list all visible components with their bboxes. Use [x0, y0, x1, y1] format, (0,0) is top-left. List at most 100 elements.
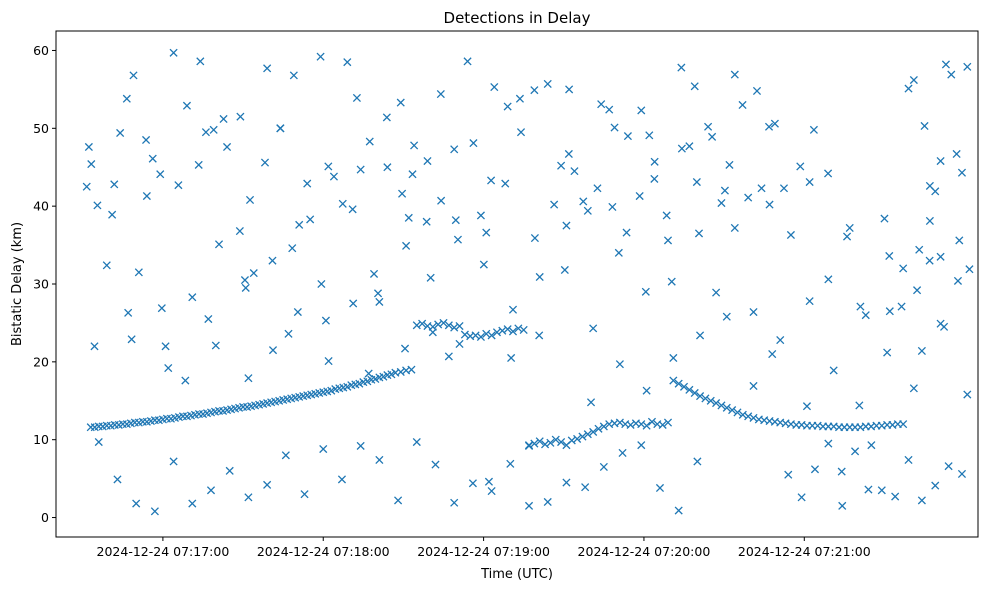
scatter-point — [693, 457, 702, 466]
scatter-point — [605, 105, 614, 114]
scatter-point — [514, 324, 523, 333]
data-markers — [82, 48, 974, 516]
scatter-point — [436, 89, 445, 99]
scatter-point — [508, 327, 518, 336]
scatter-point — [194, 160, 203, 169]
scatter-point — [422, 217, 431, 226]
scatter-point — [102, 261, 111, 270]
scatter-point — [535, 331, 544, 340]
scatter-point — [412, 321, 421, 330]
scatter-point — [867, 441, 876, 450]
scatter-point — [503, 102, 512, 111]
scatter-point — [263, 64, 272, 73]
scatter-point — [356, 441, 365, 450]
scatter-point — [669, 376, 678, 385]
x-axis-ticks: 2024-12-24 07:17:00 2024-12-24 07:18:00 20… — [97, 537, 871, 559]
y-tick-label: 10 — [33, 432, 49, 447]
scatter-point — [317, 279, 326, 289]
scatter-point — [530, 234, 539, 243]
scatter-point — [550, 200, 559, 209]
scatter-point — [260, 158, 270, 167]
x-axis-label: Time (UTC) — [480, 567, 553, 582]
scatter-point — [364, 369, 373, 378]
scatter-point — [268, 346, 278, 355]
y-axis-ticks: 0 10 20 30 40 50 60 — [33, 43, 56, 525]
scatter-point — [134, 268, 143, 277]
scatter-point — [917, 496, 926, 505]
scatter-point — [578, 432, 587, 441]
scatter-point — [396, 98, 405, 107]
scatter-point — [936, 156, 945, 166]
scatter-point — [770, 119, 779, 128]
scatter-point — [944, 462, 953, 471]
scatter-point — [883, 348, 892, 357]
scatter-point — [891, 492, 900, 501]
scatter-point — [779, 184, 789, 193]
scatter-point — [289, 71, 298, 80]
scatter-point — [722, 312, 731, 321]
scatter-point — [805, 177, 814, 187]
scatter-point — [562, 221, 571, 230]
scatter-point — [404, 213, 413, 222]
scatter-point — [82, 182, 91, 191]
scatter-point — [608, 202, 617, 211]
scatter-point — [455, 321, 464, 331]
scatter-point — [268, 256, 277, 265]
scatter-point — [824, 169, 833, 178]
scatter-point — [329, 172, 338, 181]
scatter-point — [383, 163, 392, 172]
scatter-point — [842, 232, 852, 241]
scatter-point — [506, 459, 515, 468]
scatter-point — [303, 179, 312, 188]
scatter-point — [235, 227, 244, 236]
scatter-point — [845, 223, 854, 233]
scatter-point — [564, 149, 573, 159]
scatter-point — [450, 498, 459, 507]
scatter-point — [182, 101, 192, 110]
scatter-point — [188, 293, 197, 302]
scatter-point — [677, 63, 686, 72]
scatter-point — [394, 496, 403, 505]
scatter-point — [196, 57, 205, 66]
scatter-point — [738, 100, 747, 110]
scatter-point — [690, 388, 699, 398]
scatter-point — [717, 401, 726, 410]
scatter-point — [599, 422, 608, 431]
scatter-point — [885, 307, 894, 316]
scatter-point — [306, 215, 315, 224]
scatter-point — [730, 223, 739, 233]
scatter-point — [615, 360, 624, 369]
scatter-point — [84, 142, 93, 152]
scatter-point — [204, 314, 213, 324]
scatter-point — [469, 139, 478, 148]
scatter-point — [369, 269, 379, 278]
scatter-point — [337, 475, 347, 484]
scatter-point — [343, 58, 352, 67]
scatter-point — [877, 486, 886, 495]
scatter-point — [428, 328, 437, 337]
scatter-point — [349, 299, 358, 308]
scatter-point — [744, 193, 753, 202]
scatter-point — [400, 344, 410, 353]
scatter-point — [805, 297, 814, 306]
x-tick-label: 2024-12-24 07:18:00 — [257, 544, 390, 559]
scatter-point — [738, 410, 747, 419]
scatter-point — [476, 332, 485, 341]
scatter-point — [530, 86, 539, 95]
scatter-point — [667, 277, 676, 286]
scatter-point — [295, 220, 304, 229]
scatter-point — [642, 386, 651, 395]
scatter-point — [281, 451, 290, 460]
scatter-point — [225, 466, 234, 475]
scatter-point — [113, 475, 122, 484]
scatter-point — [899, 264, 908, 273]
scatter-point — [765, 200, 774, 209]
scatter-point — [324, 162, 333, 171]
scatter-point — [108, 210, 117, 219]
scatter-point — [124, 308, 133, 317]
scatter-point — [674, 506, 683, 515]
scatter-point — [915, 245, 924, 254]
scatter-point — [211, 341, 220, 350]
scatter-point — [543, 79, 552, 88]
scatter-point — [201, 128, 210, 137]
